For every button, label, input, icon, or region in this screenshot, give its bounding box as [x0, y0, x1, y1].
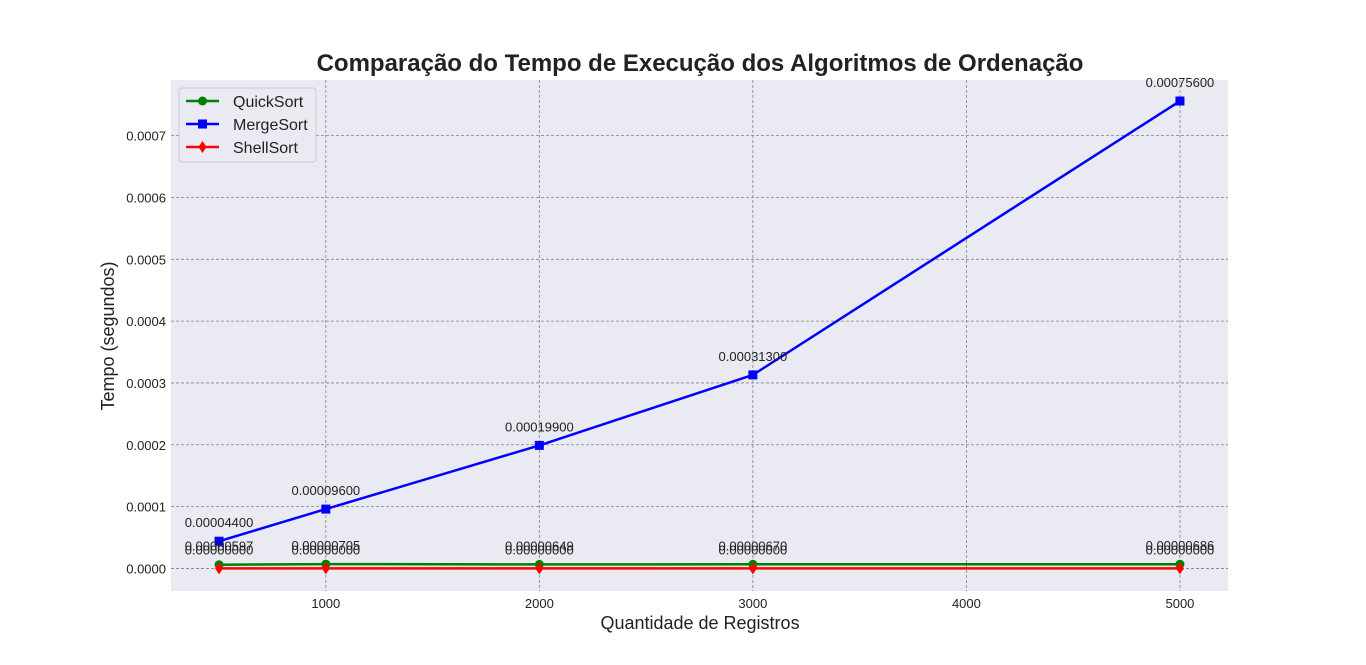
mergesort-data-label: 0.00009600 [291, 483, 360, 498]
y-axis-ticks: 0.0000 0.0001 0.0002 0.0003 0.0004 0.0005 0.00… [126, 129, 166, 577]
shellsort-point [215, 562, 224, 575]
y-tick-label: 0.0006 [126, 190, 166, 205]
series-layer [214, 96, 1185, 575]
y-tick-label: 0.0007 [126, 129, 166, 144]
legend-label: QuickSort [233, 94, 304, 111]
legend-label: MergeSort [233, 117, 308, 134]
shellsort-data-label: 0.00000000 [291, 542, 360, 557]
series-shellsort [215, 562, 1184, 575]
y-tick-label: 0.0003 [126, 376, 166, 391]
shellsort-data-label: 0.00000000 [185, 542, 254, 557]
x-axis-label: Quantidade de Registros [600, 613, 799, 633]
series-mergesort [214, 96, 1185, 546]
mergesort-point [321, 504, 331, 514]
quicksort-data-label: 0.00000670 [719, 538, 788, 553]
mergesort-data-label: 0.00031300 [719, 349, 788, 364]
quicksort-data-label: 0.00000686 [1146, 538, 1215, 553]
shellsort-data-label: 0.00000000 [719, 542, 788, 557]
legend-box [178, 87, 317, 163]
shellsort-data-label: 0.00000000 [1146, 542, 1215, 557]
legend-label: ShellSort [233, 140, 298, 157]
shellsort-point [321, 562, 330, 575]
mergesort-point [748, 370, 758, 380]
legend-marker [198, 119, 207, 129]
mergesort-data-label: 0.00004400 [185, 515, 254, 530]
quicksort-line [219, 562, 1180, 566]
quicksort-data-label: 0.00000649 [505, 538, 574, 553]
y-tick-label: 0.0001 [126, 500, 166, 515]
y-tick-label: 0.0004 [126, 314, 166, 329]
x-tick-label: 3000 [738, 596, 767, 611]
shellsort-point [748, 562, 757, 575]
y-tick-label: 0.0002 [126, 438, 166, 453]
legend-marker [198, 96, 207, 106]
mergesort-data-label: 0.00075600 [1146, 75, 1215, 90]
shellsort-data-label: 0.00000000 [505, 542, 574, 557]
x-tick-label: 4000 [952, 596, 981, 611]
legend: QuickSort MergeSort ShellSort [178, 87, 317, 163]
x-tick-label: 1000 [311, 596, 340, 611]
mergesort-data-label: 0.00019900 [505, 419, 574, 434]
mergesort-point [534, 440, 544, 450]
mergesort-point [214, 536, 224, 546]
y-axis-label: Tempo (segundos) [98, 261, 118, 410]
data-labels: 0.00000597 0.00000705 0.00000649 0.00000670… [185, 75, 1215, 557]
shellsort-point [535, 562, 544, 575]
shellsort-point [1175, 562, 1184, 575]
quicksort-data-label: 0.00000705 [291, 538, 360, 553]
legend-item-mergesort: MergeSort [186, 117, 308, 134]
x-tick-label: 2000 [525, 596, 554, 611]
plot-area [171, 80, 1228, 591]
y-tick-label: 0.0005 [126, 252, 166, 267]
legend-item-quicksort: QuickSort [186, 94, 304, 111]
y-tick-label: 0.0000 [126, 561, 166, 576]
chart-title: Comparação do Tempo de Execução dos Algo… [317, 50, 1084, 77]
x-axis-ticks: 1000 2000 3000 4000 5000 [311, 596, 1194, 611]
x-tick-label: 5000 [1165, 596, 1194, 611]
legend-marker [198, 141, 207, 153]
quicksort-data-label: 0.00000597 [185, 539, 254, 554]
mergesort-point [1175, 96, 1185, 106]
legend-item-shellsort: ShellSort [186, 140, 298, 157]
